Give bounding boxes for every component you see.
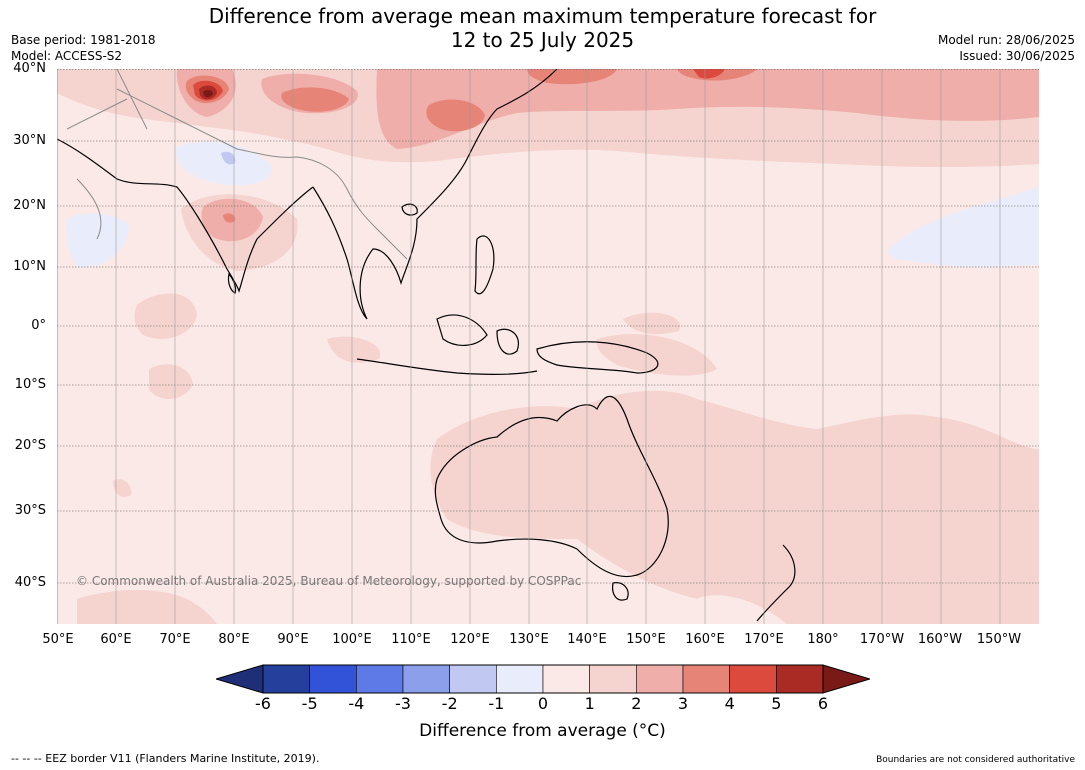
anomaly-region xyxy=(203,89,213,98)
lon-label: 50°E xyxy=(42,632,74,647)
lat-label: 20°S xyxy=(14,438,46,453)
lon-label: 180° xyxy=(807,632,839,647)
colorbar-under-arrow xyxy=(216,664,264,694)
longitude-gridlines xyxy=(57,69,1001,624)
colorbar-tick-label: -3 xyxy=(395,694,411,713)
colorbar-tick-label: 5 xyxy=(771,694,782,713)
colorbar-segment xyxy=(262,664,310,694)
lon-label: 110°E xyxy=(391,632,431,647)
lon-label: 60°E xyxy=(100,632,132,647)
colorbar-tick-label: 4 xyxy=(724,694,735,713)
temperature-anomaly-map xyxy=(57,69,1039,624)
lon-label: 160°W xyxy=(917,632,963,647)
anomaly-region xyxy=(149,364,193,400)
anomaly-region xyxy=(596,334,717,376)
country-borders xyxy=(66,69,408,260)
anomaly-region xyxy=(327,336,381,363)
lat-label: 20°N xyxy=(13,198,46,213)
anomaly-region xyxy=(430,390,1039,624)
colorbar-segment xyxy=(402,664,450,694)
lon-label: 80°E xyxy=(218,632,250,647)
meta-right: Model run: 28/06/2025 Issued: 30/06/2025 xyxy=(938,32,1075,64)
lon-label: 140°E xyxy=(567,632,607,647)
lon-label: 90°E xyxy=(277,632,309,647)
colorbar-segment xyxy=(682,664,730,694)
anomaly-region xyxy=(623,312,681,335)
colorbar-frame xyxy=(262,664,824,694)
anomaly-region xyxy=(281,87,349,112)
colorbar-segments xyxy=(262,664,824,694)
lat-label: 0° xyxy=(31,318,46,333)
colorbar-segment xyxy=(729,664,777,694)
colorbar xyxy=(216,664,870,694)
colorbar-segment xyxy=(542,664,590,694)
colorbar-segment xyxy=(636,664,684,694)
lon-label: 160°E xyxy=(685,632,725,647)
lon-label: 100°E xyxy=(332,632,372,647)
anomaly-region xyxy=(66,213,129,268)
colorbar-tick-label: 1 xyxy=(584,694,595,713)
lon-label: 70°E xyxy=(159,632,191,647)
colorbar-tick-label: -1 xyxy=(488,694,505,713)
anomaly-region xyxy=(223,213,236,223)
colorbar-segment xyxy=(496,664,544,694)
lon-label: 120°E xyxy=(450,632,490,647)
issued-date: Issued: 30/06/2025 xyxy=(959,49,1075,63)
colorbar-label: Difference from average (°C) xyxy=(419,721,666,741)
lat-label: 10°S xyxy=(14,377,46,392)
lon-label: 150°W xyxy=(976,632,1022,647)
anomaly-region xyxy=(113,479,132,498)
eez-note: -- -- -- EEZ border V11 (Flanders Marine… xyxy=(11,752,320,765)
copyright-notice: © Commonwealth of Australia 2025, Bureau… xyxy=(76,574,582,588)
colorbar-tick-label: 6 xyxy=(817,694,829,713)
lat-label: 30°S xyxy=(14,503,46,518)
colorbar-over-arrow xyxy=(822,664,870,694)
model-run: Model run: 28/06/2025 xyxy=(937,33,1075,47)
lat-label: 40°S xyxy=(14,575,46,590)
anomaly-region xyxy=(376,69,1039,149)
lon-label: 170°E xyxy=(744,632,784,647)
colorbar-tick-label: -4 xyxy=(348,694,365,713)
boundary-disclaimer: Boundaries are not considered authoritat… xyxy=(876,755,1075,765)
model-name: Model: ACCESS-S2 xyxy=(11,49,123,63)
colorbar-tick-label: -2 xyxy=(441,694,458,713)
lat-label: 40°N xyxy=(13,61,46,76)
colorbar-tick-label: -5 xyxy=(301,694,318,713)
lon-label: 130°E xyxy=(509,632,549,647)
anomaly-region xyxy=(221,151,236,165)
colorbar-segment xyxy=(449,664,497,694)
colorbar-tick-label: 3 xyxy=(677,694,689,713)
lon-label: 150°E xyxy=(626,632,666,647)
colorbar-segment xyxy=(309,664,357,694)
base-period: Base period: 1981-2018 xyxy=(11,33,156,47)
colorbar-tick-label: -6 xyxy=(255,694,271,713)
colorbar-tick-label: 2 xyxy=(631,694,642,713)
anomaly-region xyxy=(887,187,1039,267)
colorbar-segment xyxy=(776,664,824,694)
colorbar-tick-label: 0 xyxy=(537,694,549,713)
anomaly-region xyxy=(175,141,273,186)
meta-left: Base period: 1981-2018 Model: ACCESS-S2 xyxy=(11,32,156,64)
title-line-1: Difference from average mean maximum tem… xyxy=(208,4,877,28)
coastlines xyxy=(57,69,796,622)
map-title: Difference from average mean maximum tem… xyxy=(0,4,1085,52)
anomaly-region xyxy=(77,589,217,624)
lat-label: 30°N xyxy=(13,133,46,148)
anomaly-region xyxy=(693,69,725,79)
anomaly-region xyxy=(134,293,197,339)
lon-label: 170°W xyxy=(859,632,905,647)
lat-label: 10°N xyxy=(13,259,46,274)
colorbar-segment xyxy=(589,664,637,694)
anomaly-region xyxy=(527,69,617,85)
title-line-2: 12 to 25 July 2025 xyxy=(450,28,635,52)
colorbar-segment xyxy=(356,664,404,694)
